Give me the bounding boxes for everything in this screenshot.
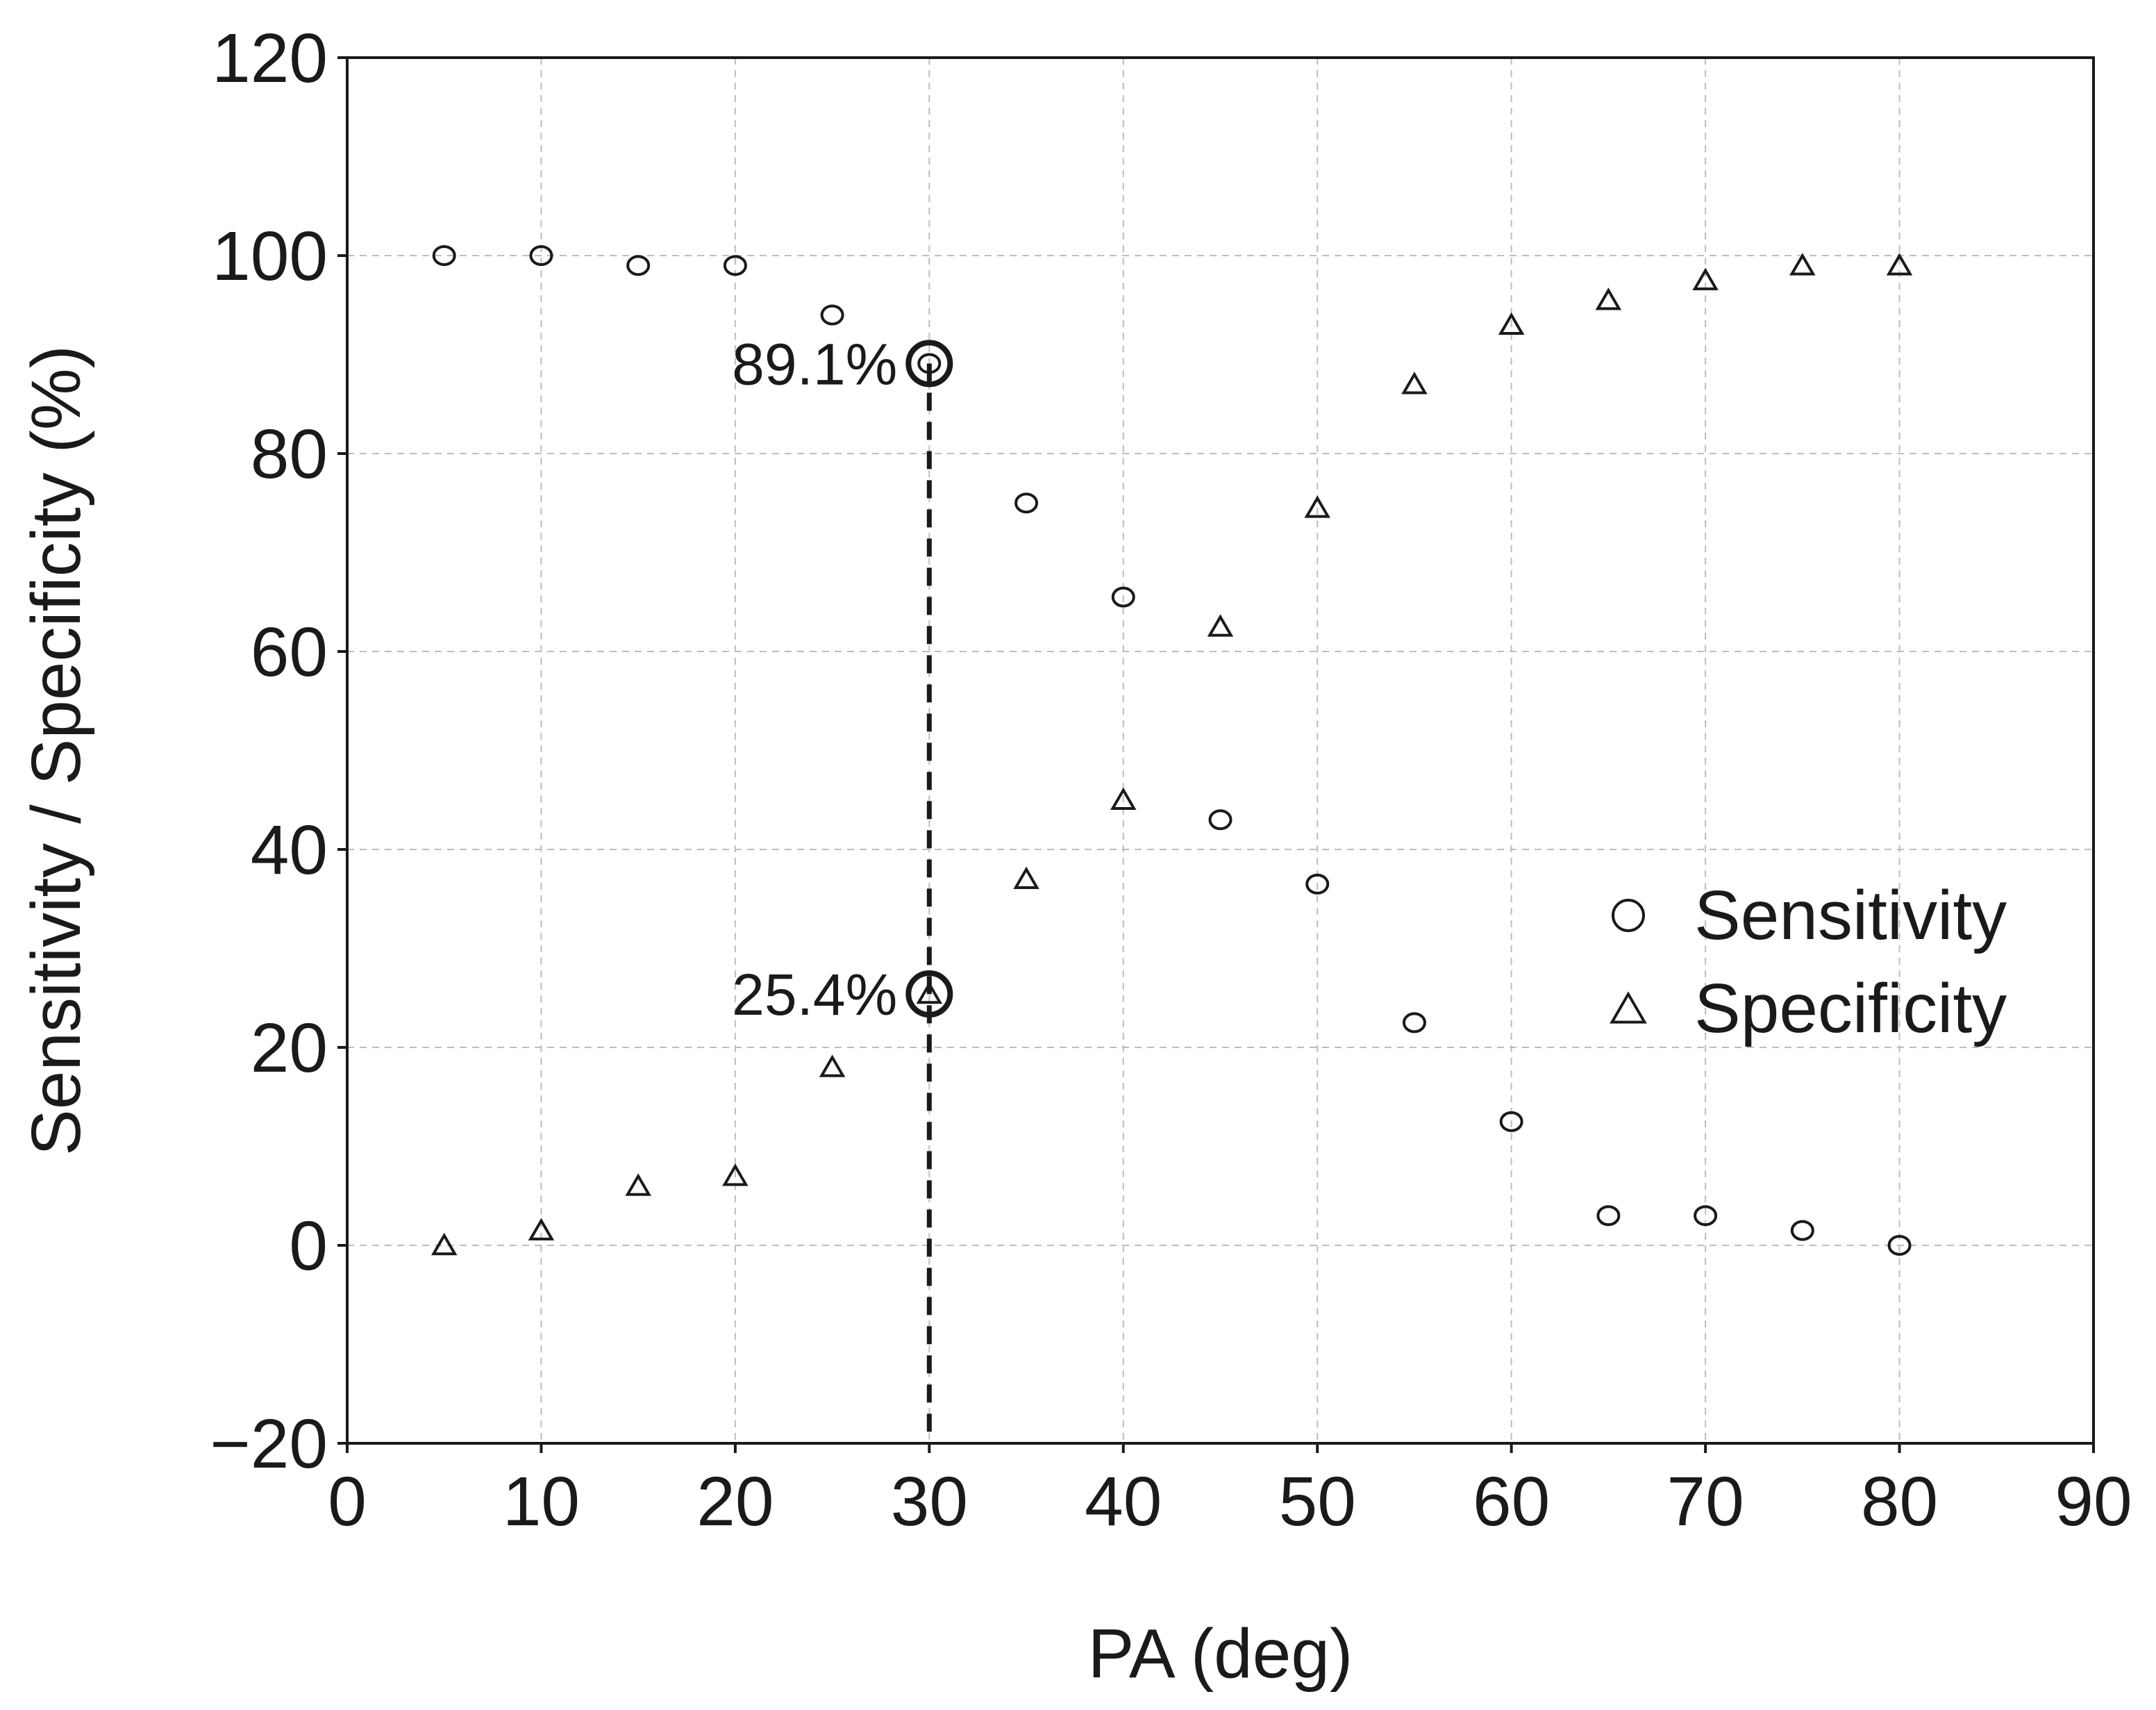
y-tick-label: 80 bbox=[251, 415, 328, 493]
specificity-point bbox=[1595, 287, 1622, 310]
sensitivity-point bbox=[820, 304, 844, 326]
y-tick-label: 60 bbox=[251, 613, 328, 691]
sensitivity-point bbox=[1014, 492, 1039, 514]
x-tick-label: 0 bbox=[328, 1463, 367, 1541]
legend-specificity-marker bbox=[1610, 991, 1647, 1024]
sensitivity-point bbox=[626, 255, 651, 276]
y-tick-label: 20 bbox=[251, 1009, 328, 1087]
specificity-point bbox=[1886, 253, 1913, 276]
specificity-point bbox=[625, 1173, 651, 1196]
specificity-point bbox=[819, 1054, 846, 1077]
x-tick-label: 10 bbox=[503, 1463, 580, 1541]
specificity-point bbox=[1401, 372, 1428, 395]
x-tick-label: 50 bbox=[1279, 1463, 1356, 1541]
sensitivity-point bbox=[1402, 1012, 1426, 1034]
y-tick-label: 120 bbox=[212, 19, 328, 97]
y-tick-label: 100 bbox=[212, 217, 328, 295]
x-tick-label: 90 bbox=[2055, 1463, 2132, 1541]
x-tick-label: 40 bbox=[1085, 1463, 1162, 1541]
cutoff-highlight-ring bbox=[905, 970, 953, 1018]
specificity-point bbox=[1692, 267, 1719, 290]
specificity-point bbox=[916, 981, 943, 1004]
cutoff-highlight-ring bbox=[905, 340, 953, 388]
specificity-point bbox=[1013, 866, 1039, 889]
sensitivity-point bbox=[1596, 1205, 1621, 1227]
specificity-point bbox=[528, 1218, 555, 1240]
sensitivity-point bbox=[1694, 1205, 1718, 1227]
x-tick-label: 80 bbox=[1861, 1463, 1938, 1541]
x-tick-label: 60 bbox=[1473, 1463, 1550, 1541]
sensitivity-point bbox=[1499, 1111, 1523, 1132]
x-tick-label: 30 bbox=[891, 1463, 968, 1541]
sensitivity-point bbox=[723, 255, 747, 276]
y-tick-label: −20 bbox=[210, 1405, 328, 1483]
sensitivity-point bbox=[432, 245, 456, 266]
x-axis-title: PA (deg) bbox=[1088, 1615, 1353, 1693]
specificity-point bbox=[1304, 495, 1330, 518]
y-tick-label: 40 bbox=[251, 811, 328, 889]
y-axis-title: Sensitivity / Specificity (%) bbox=[17, 345, 95, 1156]
specificity-point bbox=[1110, 787, 1137, 810]
legend-sensitivity-marker bbox=[1612, 899, 1645, 932]
legend-specificity-label: Specificity bbox=[1694, 970, 2007, 1047]
specificity-point bbox=[1498, 312, 1525, 335]
sensitivity-point bbox=[1305, 873, 1330, 895]
sensitivity-point bbox=[917, 353, 942, 374]
specificity-point bbox=[431, 1232, 458, 1256]
specificity-point bbox=[1207, 614, 1234, 637]
sensitivity-point bbox=[529, 245, 553, 266]
x-tick-label: 20 bbox=[696, 1463, 774, 1541]
annotations: 89.1% 25.4% bbox=[732, 331, 953, 1027]
plot-area-frame bbox=[346, 56, 2095, 1445]
sensitivity-point bbox=[1887, 1235, 1912, 1256]
y-tick-label: 0 bbox=[289, 1207, 328, 1285]
x-tick-label: 70 bbox=[1666, 1463, 1744, 1541]
sensitivity-point bbox=[1208, 809, 1232, 831]
cutoff-value-label: 25.4% bbox=[732, 962, 897, 1027]
legend: Sensitivity Specificity bbox=[1610, 877, 2007, 1047]
specificity-point bbox=[1789, 253, 1816, 276]
sensitivity-point bbox=[1111, 586, 1135, 608]
cutoff-value-label: 89.1% bbox=[732, 331, 897, 397]
sensitivity-point bbox=[1790, 1220, 1814, 1241]
legend-sensitivity-label: Sensitivity bbox=[1694, 877, 2007, 954]
specificity-point bbox=[722, 1163, 749, 1186]
data-points bbox=[431, 245, 1913, 1256]
